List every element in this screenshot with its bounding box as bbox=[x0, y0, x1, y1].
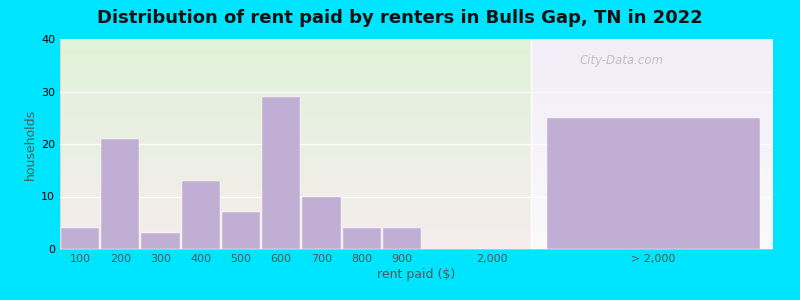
Text: City-Data.com: City-Data.com bbox=[580, 54, 664, 67]
Bar bbox=[222, 212, 260, 249]
Bar bbox=[546, 118, 760, 249]
Bar bbox=[383, 228, 421, 249]
Bar bbox=[102, 139, 139, 249]
X-axis label: rent paid ($): rent paid ($) bbox=[377, 268, 455, 281]
Bar bbox=[342, 228, 381, 249]
Bar bbox=[262, 97, 300, 249]
Bar bbox=[61, 228, 99, 249]
Y-axis label: households: households bbox=[24, 108, 37, 180]
Text: Distribution of rent paid by renters in Bulls Gap, TN in 2022: Distribution of rent paid by renters in … bbox=[97, 9, 703, 27]
Bar bbox=[142, 233, 180, 249]
Bar bbox=[302, 196, 341, 249]
Bar bbox=[182, 181, 220, 249]
